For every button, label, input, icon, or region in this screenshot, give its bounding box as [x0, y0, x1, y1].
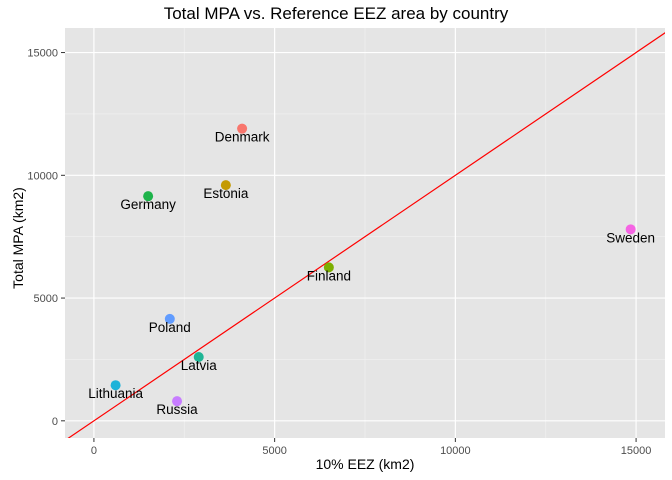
reference-line — [67, 32, 665, 438]
x-axis-label: 10% EEZ (km2) — [315, 456, 415, 472]
chart-title: Total MPA vs. Reference EEZ area by coun… — [163, 4, 509, 23]
data-point-russia — [172, 396, 183, 407]
point-label-denmark: Denmark — [215, 130, 270, 145]
data-point-germany — [143, 191, 154, 202]
x-tick-label: 5000 — [262, 445, 286, 457]
y-tick-label: 5000 — [34, 293, 58, 305]
point-label-germany: Germany — [120, 197, 176, 212]
point-label-sweden: Sweden — [606, 230, 655, 245]
data-point-lithuania — [110, 380, 121, 391]
y-tick-label: 15000 — [27, 48, 58, 60]
point-label-finland: Finland — [307, 268, 351, 283]
data-point-poland — [164, 313, 175, 324]
point-label-russia: Russia — [156, 402, 198, 417]
data-point-estonia — [220, 180, 231, 191]
point-label-lithuania: Lithuania — [88, 386, 143, 401]
y-tick-label: 10000 — [27, 170, 58, 182]
x-tick-label: 15000 — [621, 445, 652, 457]
point-label-latvia: Latvia — [181, 358, 218, 373]
data-point-latvia — [193, 351, 204, 362]
point-label-estonia: Estonia — [203, 186, 249, 201]
x-tick-label: 10000 — [440, 445, 471, 457]
y-axis-label: Total MPA (km2) — [10, 187, 26, 289]
data-point-finland — [323, 262, 334, 273]
point-label-poland: Poland — [149, 320, 191, 335]
data-point-denmark — [237, 123, 248, 134]
y-tick-label: 0 — [52, 416, 58, 428]
x-tick-label: 0 — [91, 445, 97, 457]
data-point-sweden — [625, 224, 636, 235]
